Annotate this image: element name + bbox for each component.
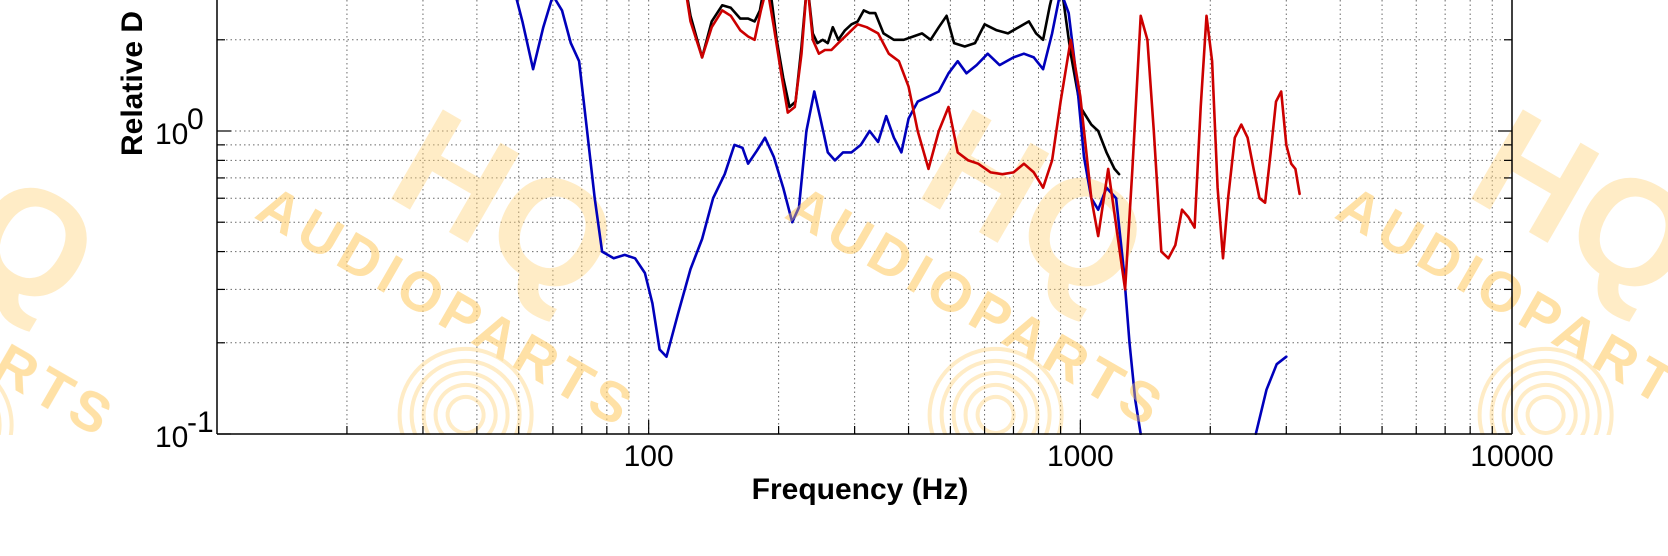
x-tick-label: 10000	[1470, 440, 1553, 473]
series-line-1	[686, 0, 1121, 176]
y-tick-label: 10-1	[155, 406, 214, 454]
series-line-3	[1254, 355, 1288, 436]
y-tick-base: 10	[155, 421, 188, 454]
x-axis-label: Frequency (Hz)	[752, 473, 969, 506]
x-tick-label: 1000	[1047, 440, 1114, 473]
watermark-coil	[1525, 394, 1566, 435]
y-axis-label: Relative D	[116, 11, 149, 156]
y-tick-label: 100	[155, 103, 204, 151]
bottom-mask	[0, 435, 1668, 556]
y-tick-exponent: -1	[187, 406, 214, 439]
y-tick-base: 10	[155, 118, 188, 151]
series-line-2	[515, 0, 1142, 436]
watermark-coil	[445, 394, 486, 435]
series-line-4	[685, 0, 1301, 291]
watermark-coil	[975, 394, 1016, 435]
series-group	[515, 0, 1301, 436]
y-tick-exponent: 0	[187, 103, 204, 136]
x-tick-label: 100	[624, 440, 674, 473]
